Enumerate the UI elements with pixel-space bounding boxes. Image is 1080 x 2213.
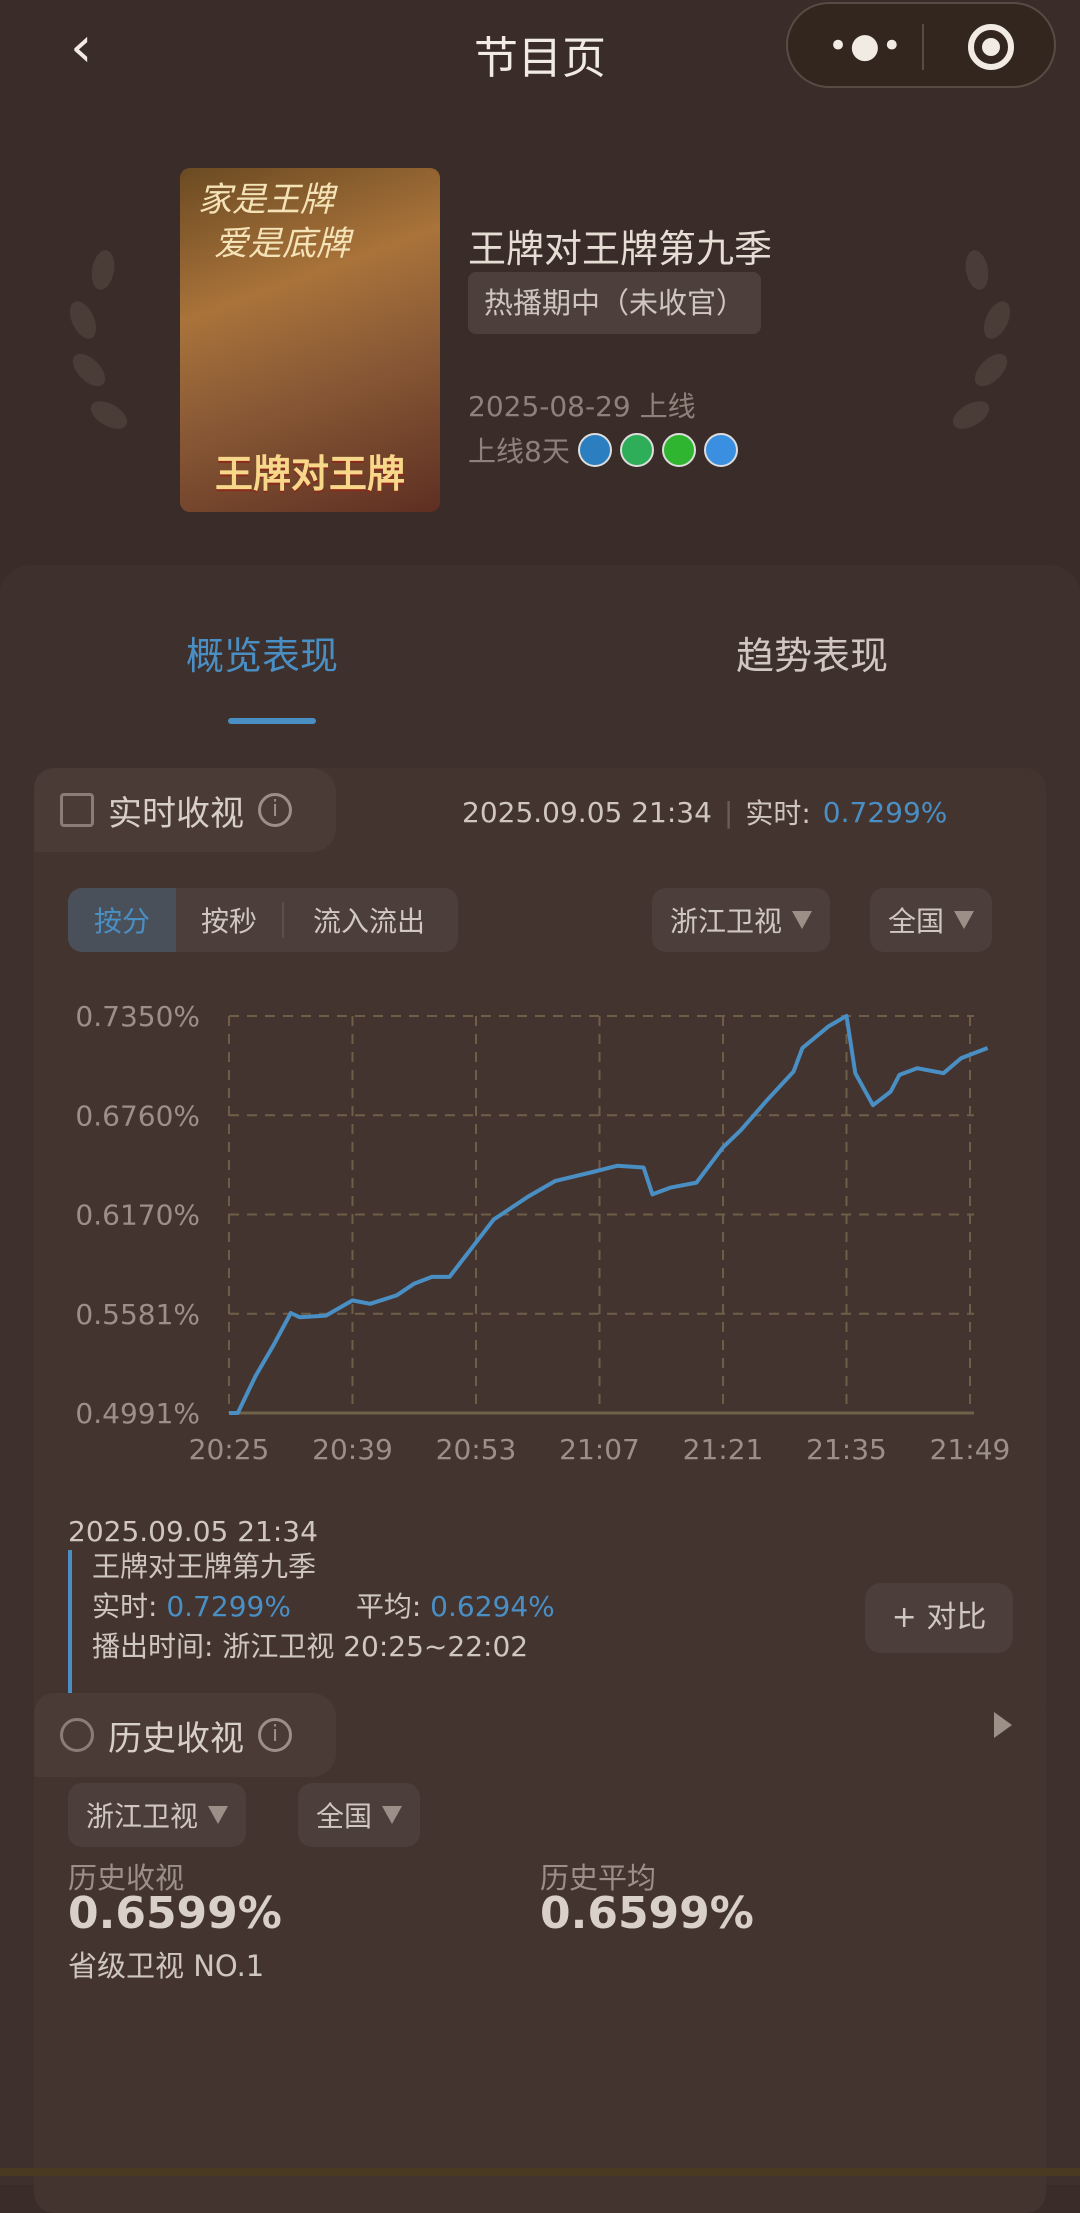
y-tick-label: 0.5581%: [75, 1298, 200, 1331]
caret-down-icon: [382, 1806, 402, 1824]
days-online: 上线8天: [468, 430, 738, 470]
caret-down-icon: [208, 1806, 228, 1824]
history-title: 历史收视: [108, 1711, 244, 1760]
film-reel-icon: [60, 1718, 94, 1752]
history-header: 历史收视 i: [34, 1693, 336, 1777]
y-tick-label: 0.6170%: [75, 1199, 200, 1232]
region-value: 全国: [888, 900, 944, 940]
days-online-text: 上线8天: [468, 430, 570, 470]
mode-flow[interactable]: 流入流出: [284, 888, 454, 952]
x-tick-label: 20:39: [312, 1433, 393, 1466]
target-icon[interactable]: [968, 24, 1014, 70]
bottom-strip: [0, 2168, 1080, 2176]
info-icon[interactable]: i: [258, 1718, 292, 1752]
tab-indicator: [228, 718, 316, 724]
x-tick-label: 21:21: [683, 1433, 764, 1466]
history-region-dropdown[interactable]: 全国: [298, 1783, 420, 1847]
show-poster[interactable]: 家是王牌爱是底牌 王牌对王牌: [180, 168, 440, 512]
realtime-label: 实时:: [745, 792, 810, 832]
more-dots-icon[interactable]: •●•: [828, 26, 904, 66]
zhejiang-tv-icon: [578, 433, 612, 467]
tooltip-rt-label: 实时:: [92, 1590, 157, 1623]
history-channel-dropdown[interactable]: 浙江卫视: [68, 1783, 246, 1847]
x-tick-label: 21:07: [559, 1433, 640, 1466]
iqiyi-icon: [662, 433, 696, 467]
mode-by-second[interactable]: 按秒: [176, 902, 284, 938]
compare-button[interactable]: + 对比: [865, 1583, 1013, 1653]
x-tick-label: 20:25: [189, 1433, 270, 1466]
x-tick-label: 20:53: [436, 1433, 517, 1466]
poster-slogan: 家是王牌爱是底牌: [198, 178, 350, 266]
premiere-date: 2025-08-29 上线: [468, 385, 696, 425]
show-title: 王牌对王牌第九季: [468, 218, 772, 273]
x-tick-label: 21:49: [930, 1433, 1011, 1466]
tooltip-values: 实时: 0.7299% 平均: 0.6294%: [92, 1585, 555, 1625]
history-rank: 省级卫视 NO.1: [68, 1943, 264, 1985]
video-icon: [60, 793, 94, 827]
channel-dropdown[interactable]: 浙江卫视: [652, 888, 830, 952]
divider: |: [724, 796, 733, 829]
y-tick-label: 0.4991%: [75, 1397, 200, 1430]
realtime-datetime: 2025.09.05 21:34: [462, 796, 712, 829]
info-icon[interactable]: i: [258, 793, 292, 827]
tooltip-datetime: 2025.09.05 21:34: [68, 1515, 318, 1548]
region-dropdown[interactable]: 全国: [870, 888, 992, 952]
x-tick-label: 21:35: [806, 1433, 887, 1466]
realtime-chart[interactable]: 0.7350% 0.6760% 0.6170% 0.5581% 0.4991%20:25…: [0, 990, 1080, 1490]
caret-down-icon: [954, 911, 974, 929]
history-channel-value: 浙江卫视: [86, 1795, 198, 1835]
realtime-title: 实时收视: [108, 786, 244, 835]
tab-overview[interactable]: 概览表现: [186, 625, 338, 680]
history-average-value: 0.6599%: [540, 1888, 754, 1939]
tooltip-avg-label: 平均:: [356, 1590, 421, 1623]
poster-logo: 王牌对王牌: [200, 443, 420, 498]
mini-program-capsule: •●•: [786, 2, 1056, 88]
mode-by-minute[interactable]: 按分: [68, 888, 176, 952]
realtime-summary: 2025.09.05 21:34 | 实时: 0.7299%: [462, 792, 947, 832]
play-arrow-icon[interactable]: [994, 1712, 1012, 1738]
status-badge: 热播期中（未收官）: [468, 272, 761, 334]
mode-segmented-control: 按分 按秒 流入流出: [68, 888, 458, 952]
history-rating-value: 0.6599%: [68, 1888, 282, 1939]
tooltip-avg-value: 0.6294%: [430, 1590, 555, 1623]
y-tick-label: 0.6760%: [75, 1099, 200, 1132]
tooltip-show: 王牌对王牌第九季: [92, 1545, 316, 1585]
y-tick-label: 0.7350%: [75, 1000, 200, 1033]
tooltip-accent-bar: [68, 1550, 72, 1708]
tencent-video-icon: [620, 433, 654, 467]
history-region-value: 全国: [316, 1795, 372, 1835]
realtime-value: 0.7299%: [823, 796, 948, 829]
youku-icon: [704, 433, 738, 467]
caret-down-icon: [792, 911, 812, 929]
tooltip-airtime: 播出时间: 浙江卫视 20:25~22:02: [92, 1625, 528, 1665]
tooltip-rt-value: 0.7299%: [166, 1590, 291, 1623]
channel-value: 浙江卫视: [670, 900, 782, 940]
tab-trend[interactable]: 趋势表现: [736, 625, 888, 680]
realtime-header: 实时收视 i: [34, 768, 336, 852]
capsule-divider: [922, 24, 924, 70]
